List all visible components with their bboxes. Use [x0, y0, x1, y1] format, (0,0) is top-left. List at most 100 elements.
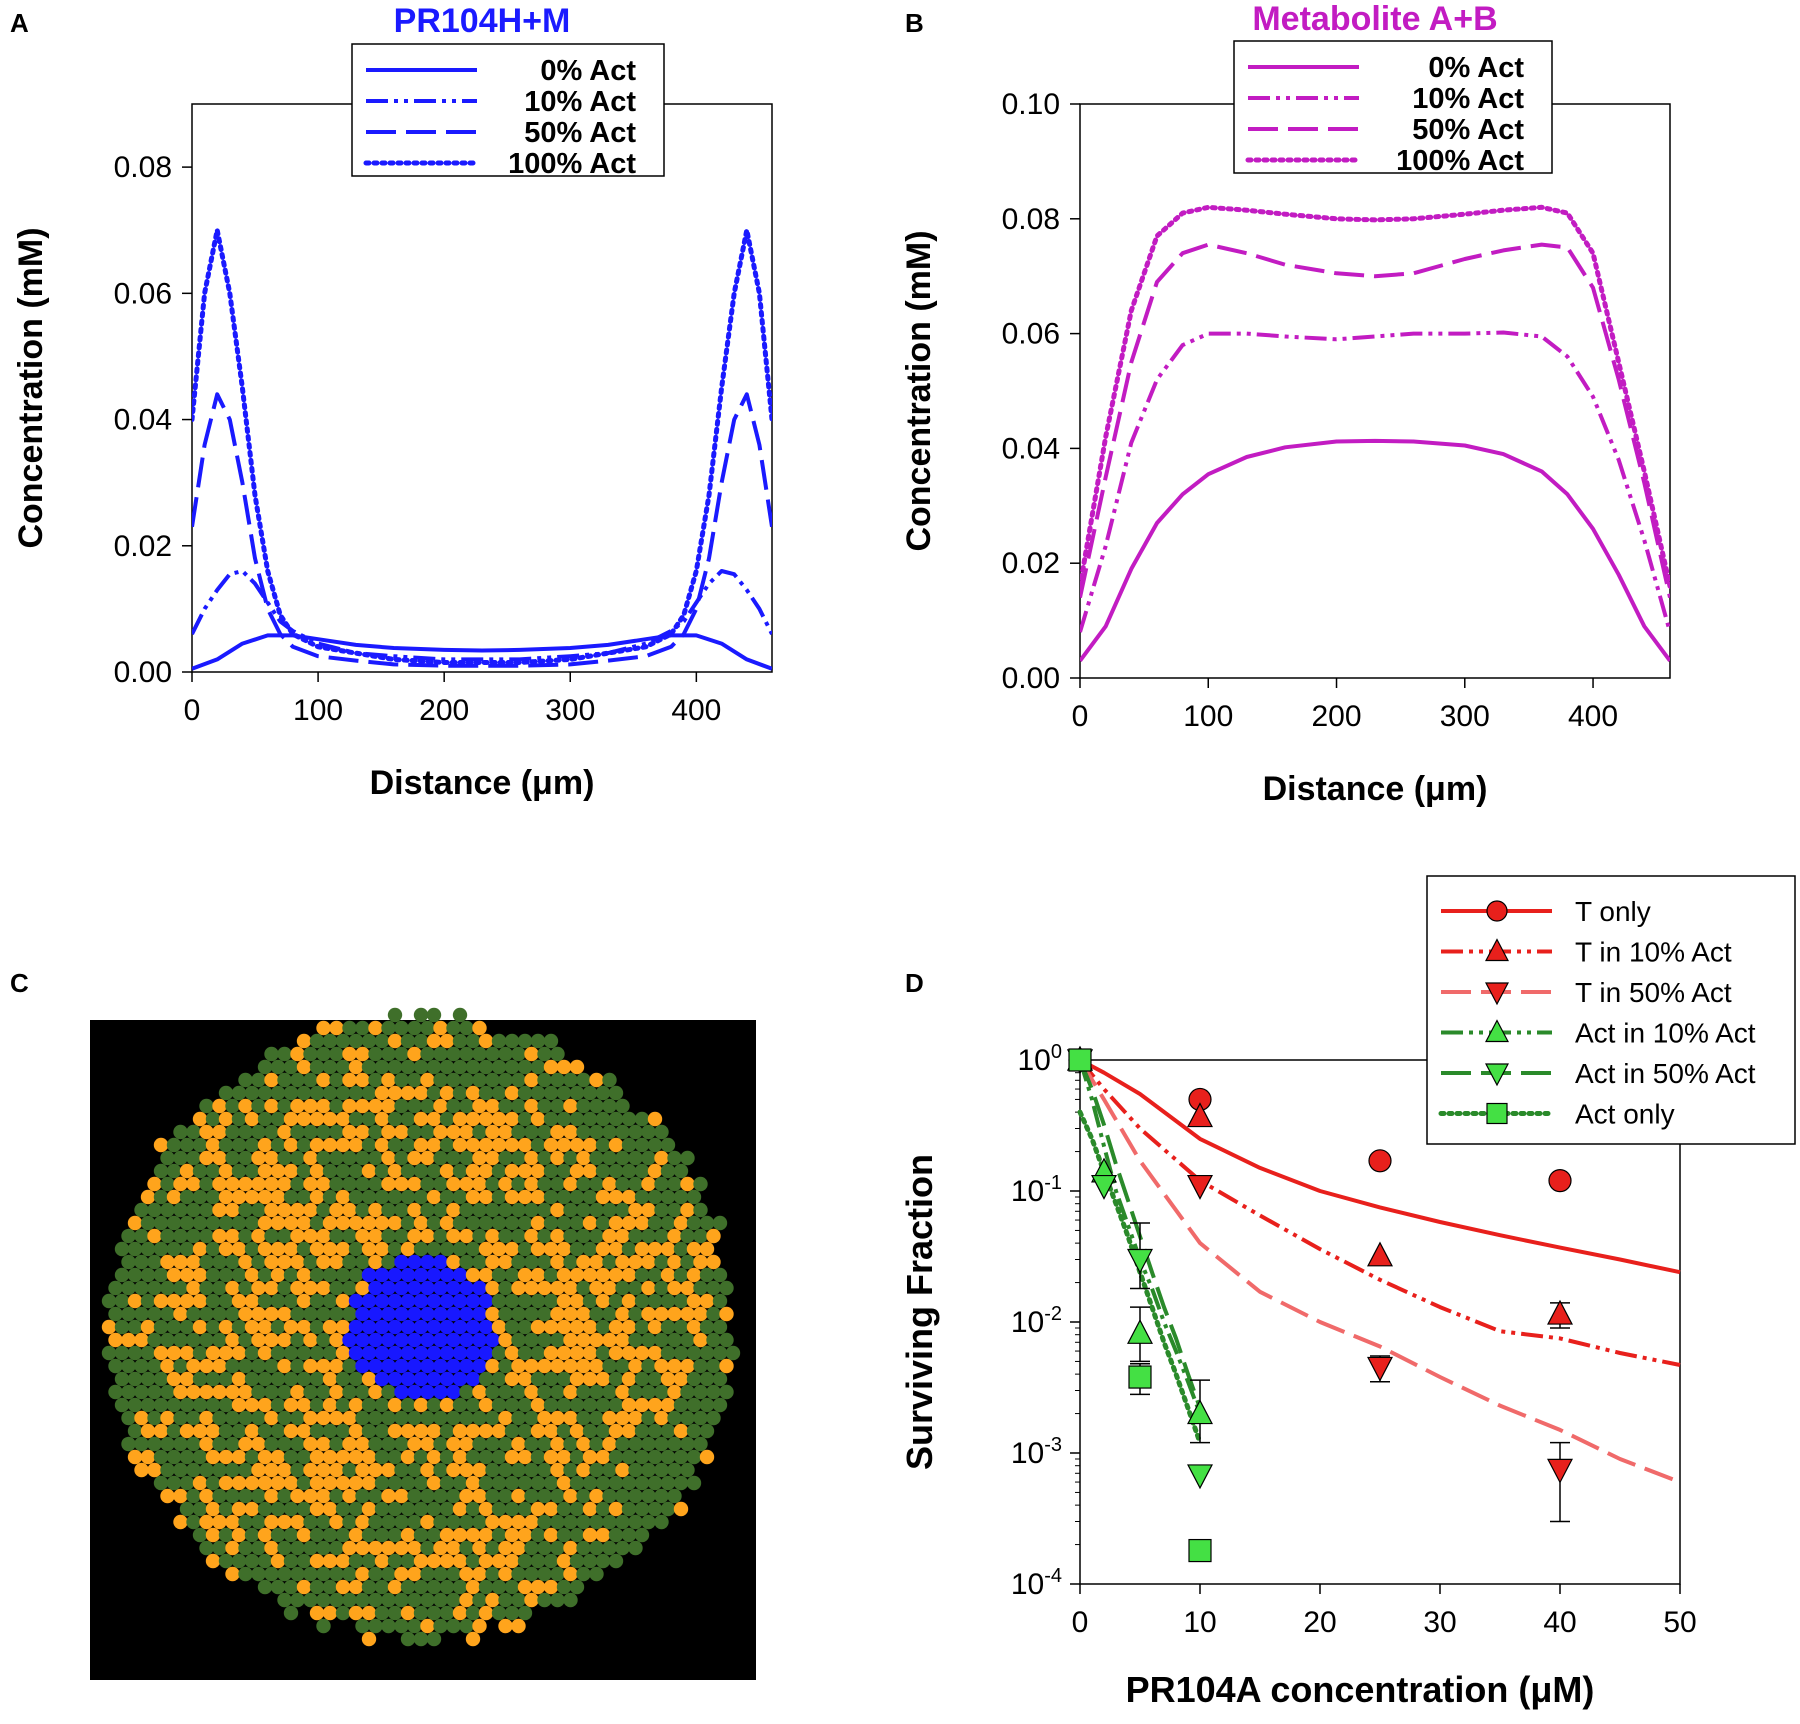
cell-dot: [452, 1397, 468, 1413]
cell-dot: [563, 1332, 578, 1348]
cell-dot: [329, 1046, 344, 1062]
cell-dot: [316, 1514, 331, 1530]
cell-dot: [647, 1293, 663, 1309]
cell-dot: [511, 1540, 526, 1556]
cell-dot: [374, 1163, 390, 1179]
cell-dot: [426, 1241, 442, 1257]
legend-label-2: 50% Act: [1412, 114, 1524, 146]
cell-dot: [205, 1527, 221, 1543]
cell-dot: [303, 1358, 318, 1374]
cell-dot: [368, 1514, 383, 1530]
cell-dot: [452, 1189, 468, 1205]
cell-dot: [231, 1553, 247, 1569]
cell-dot: [621, 1345, 637, 1361]
cell-dot: [530, 1059, 546, 1075]
cell-dot: [166, 1371, 182, 1387]
cell-dot: [179, 1449, 195, 1465]
cell-dot: [602, 1436, 617, 1452]
cell-dot: [413, 1527, 429, 1543]
cell-dot: [322, 1501, 338, 1517]
cell-dot: [426, 1605, 442, 1621]
cell-dot: [472, 1306, 487, 1322]
cell-dot: [556, 1449, 572, 1465]
cell-dot: [673, 1371, 689, 1387]
cell-dot: [641, 1514, 656, 1530]
cell-dot: [537, 1436, 552, 1452]
cell-dot: [602, 1072, 617, 1088]
cell-dot: [225, 1410, 240, 1426]
x-tick-label: 200: [1311, 700, 1361, 733]
cell-dot: [647, 1345, 663, 1361]
cell-dot: [186, 1254, 201, 1270]
cell-dot: [725, 1345, 741, 1361]
x-tick-label: 300: [545, 694, 595, 727]
cell-dot: [465, 1345, 481, 1361]
cell-dot: [446, 1150, 461, 1166]
cell-dot: [680, 1462, 695, 1478]
cell-dot: [277, 1436, 292, 1452]
cell-dot: [433, 1384, 448, 1400]
cell-dot: [387, 1579, 403, 1595]
cell-dot: [498, 1046, 513, 1062]
cell-dot: [238, 1488, 253, 1504]
legend-marker-4: [1485, 1063, 1509, 1087]
cell-dot: [576, 1228, 591, 1244]
cell-dot: [595, 1527, 611, 1543]
cell-dot: [478, 1553, 494, 1569]
cell-dot: [550, 1176, 565, 1192]
cell-dot: [413, 1293, 429, 1309]
cell-dot: [530, 1085, 546, 1101]
cell-dot: [394, 1254, 409, 1270]
cell-dot: [381, 1592, 396, 1608]
cell-dot: [147, 1436, 162, 1452]
legend-label-4: Act in 50% Act: [1575, 1058, 1756, 1089]
cell-dot: [491, 1241, 507, 1257]
cell-dot: [173, 1514, 188, 1530]
cell-dot: [472, 1592, 487, 1608]
cell-dot: [264, 1254, 279, 1270]
cell-dot: [199, 1462, 214, 1478]
cell-dot: [589, 1124, 604, 1140]
cell-dot: [511, 1384, 526, 1400]
cell-dot: [407, 1176, 422, 1192]
cell-dot: [192, 1163, 208, 1179]
cell-dot: [511, 1098, 526, 1114]
cell-dot: [433, 1020, 448, 1036]
data-point-5: [1068, 1048, 1092, 1072]
cell-dot: [420, 1020, 435, 1036]
cell-dot: [608, 1293, 624, 1309]
cell-dot: [660, 1345, 676, 1361]
cell-dot: [641, 1462, 656, 1478]
cell-dot: [355, 1384, 370, 1400]
cell-dot: [400, 1111, 416, 1127]
cell-dot: [283, 1137, 299, 1153]
cell-dot: [374, 1059, 390, 1075]
y-tick-label: 0.08: [1002, 203, 1060, 236]
cell-dot: [381, 1358, 396, 1374]
cell-dot: [140, 1241, 156, 1257]
cell-dot: [491, 1033, 507, 1049]
cell-dot: [634, 1397, 650, 1413]
cell-dot: [608, 1137, 624, 1153]
cell-dot: [186, 1462, 201, 1478]
cell-dot: [368, 1254, 383, 1270]
cell-dot: [517, 1085, 533, 1101]
cell-dot: [348, 1605, 364, 1621]
y-tick-label: 0.02: [114, 530, 172, 563]
cell-dot: [556, 1345, 572, 1361]
cell-dot: [680, 1358, 695, 1374]
cell-dot: [290, 1150, 305, 1166]
cell-dot: [628, 1462, 643, 1478]
cell-dot: [719, 1384, 734, 1400]
cell-dot: [387, 1033, 403, 1049]
cell-dot: [400, 1059, 416, 1075]
cell-dot: [693, 1254, 708, 1270]
cell-dot: [231, 1319, 247, 1335]
cell-dot: [654, 1488, 669, 1504]
cell-dot: [355, 1592, 370, 1608]
cell-dot: [433, 1098, 448, 1114]
cell-dot: [348, 1085, 364, 1101]
cell-dot: [355, 1228, 370, 1244]
cell-dot: [166, 1137, 182, 1153]
cell-dot: [303, 1514, 318, 1530]
